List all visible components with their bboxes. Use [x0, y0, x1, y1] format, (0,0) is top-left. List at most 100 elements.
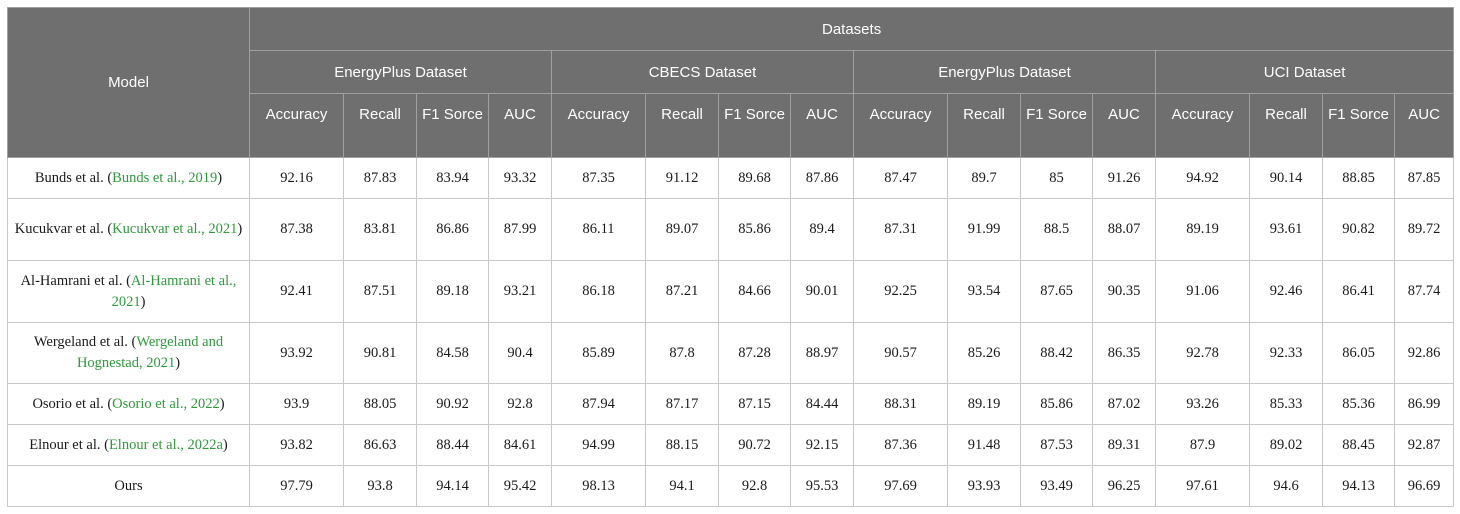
table-row: Elnour et al. (Elnour et al., 2022a) 93.8…: [7, 424, 1455, 466]
metric-value: 89.7: [947, 157, 1021, 199]
citation-link[interactable]: Bunds et al., 2019: [112, 169, 218, 186]
metric-value: 93.8: [343, 465, 417, 507]
metric-value: 92.46: [1249, 260, 1323, 323]
metric-value: 93.32: [488, 157, 552, 199]
metric-value: 87.99: [488, 198, 552, 261]
header-metric: AUC: [1092, 93, 1156, 158]
metric-value: 85.26: [947, 322, 1021, 384]
metric-value: 91.99: [947, 198, 1021, 261]
metric-value: 89.18: [416, 260, 489, 323]
header-metric: AUC: [790, 93, 854, 158]
metric-value: 86.05: [1322, 322, 1395, 384]
model-cell: Bunds et al. (Bunds et al., 2019): [7, 157, 250, 199]
metric-value: 88.85: [1322, 157, 1395, 199]
header-metric: F1 Sorce: [1020, 93, 1093, 158]
header-metric: Accuracy: [1155, 93, 1250, 158]
metric-value: 93.21: [488, 260, 552, 323]
metric-value: 92.87: [1393, 424, 1455, 466]
metric-value: 91.26: [1092, 157, 1156, 199]
metric-value: 96.69: [1393, 465, 1455, 507]
header-dataset-1: EnergyPlus Dataset: [249, 50, 552, 94]
metric-value: 92.33: [1249, 322, 1323, 384]
model-name: Ours: [114, 477, 143, 494]
metric-value: 91.06: [1155, 260, 1250, 323]
header-metric: F1 Sorce: [718, 93, 791, 158]
metric-value: 89.68: [718, 157, 791, 199]
header-metric: AUC: [488, 93, 552, 158]
metric-value: 95.42: [488, 465, 552, 507]
metric-value: 90.57: [853, 322, 948, 384]
metric-value: 93.82: [249, 424, 344, 466]
model-name: Kucukvar et al. (: [14, 221, 113, 237]
metric-value: 85.36: [1322, 383, 1395, 425]
header-dataset-4: UCI Dataset: [1154, 50, 1455, 94]
metric-value: 86.99: [1393, 383, 1455, 425]
metric-value: 88.44: [416, 424, 489, 466]
metric-value: 87.28: [718, 322, 791, 384]
model-name-tail: ): [222, 436, 228, 453]
metric-value: 87.51: [343, 260, 417, 323]
metric-value: 90.35: [1092, 260, 1156, 323]
metric-value: 97.69: [853, 465, 948, 507]
metric-value: 87.17: [645, 383, 719, 425]
metric-value: 95.53: [790, 465, 854, 507]
metric-value: 85.89: [551, 322, 646, 384]
citation-link[interactable]: Wergeland and Hognestad, 2021: [76, 334, 224, 371]
model-name-tail: ): [237, 221, 243, 237]
table-row: Ours 97.79 93.8 94.14 95.42 98.13 94.1 92.8 95.5…: [7, 465, 1455, 507]
header-metric: Recall: [1249, 93, 1323, 158]
header-metric: F1 Sorce: [1322, 93, 1395, 158]
citation-link[interactable]: Kucukvar et al., 2021: [112, 221, 238, 237]
metric-value: 89.02: [1249, 424, 1323, 466]
metric-value: 93.9: [249, 383, 344, 425]
metric-value: 85: [1020, 157, 1093, 199]
metric-value: 94.1: [645, 465, 719, 507]
model-cell: Kucukvar et al. (Kucukvar et al., 2021): [7, 198, 250, 261]
results-table: Model Datasets EnergyPlus Dataset CBECS …: [7, 7, 1455, 507]
metric-value: 93.49: [1020, 465, 1093, 507]
metric-value: 87.74: [1393, 260, 1455, 323]
metric-value: 87.47: [853, 157, 948, 199]
table-row: Bunds et al. (Bunds et al., 2019) 92.16 87…: [7, 157, 1455, 199]
metric-value: 87.21: [645, 260, 719, 323]
metric-value: 88.15: [645, 424, 719, 466]
model-name-tail: ): [140, 293, 146, 310]
metric-value: 87.9: [1155, 424, 1250, 466]
model-name-tail: ): [219, 395, 225, 412]
citation-link[interactable]: Al-Hamrani et al., 2021: [111, 272, 237, 310]
metric-value: 93.93: [947, 465, 1021, 507]
metric-value: 84.61: [488, 424, 552, 466]
model-cell: Osorio et al. (Osorio et al., 2022): [7, 383, 250, 425]
metric-value: 93.26: [1155, 383, 1250, 425]
metric-value: 90.92: [416, 383, 489, 425]
table-header: Model Datasets EnergyPlus Dataset CBECS …: [7, 7, 1455, 158]
citation-link[interactable]: Elnour et al., 2022a: [108, 436, 223, 453]
metric-value: 89.72: [1393, 198, 1455, 261]
metric-value: 92.16: [249, 157, 344, 199]
metric-value: 92.78: [1155, 322, 1250, 384]
metric-value: 92.41: [249, 260, 344, 323]
metric-value: 87.53: [1020, 424, 1093, 466]
metric-value: 94.92: [1155, 157, 1250, 199]
metric-value: 89.19: [947, 383, 1021, 425]
metric-value: 97.79: [249, 465, 344, 507]
metric-value: 84.58: [416, 322, 489, 384]
metric-value: 92.8: [488, 383, 552, 425]
metric-value: 84.44: [790, 383, 854, 425]
metric-value: 94.99: [551, 424, 646, 466]
metric-value: 91.48: [947, 424, 1021, 466]
header-model: Model: [7, 7, 250, 158]
header-dataset-3: EnergyPlus Dataset: [853, 50, 1156, 94]
metric-value: 92.15: [790, 424, 854, 466]
metric-value: 88.97: [790, 322, 854, 384]
metric-value: 87.83: [343, 157, 417, 199]
model-cell: Al-Hamrani et al. (Al-Hamrani et al., 20…: [7, 260, 250, 323]
metric-value: 89.4: [790, 198, 854, 261]
header-metric: F1 Sorce: [416, 93, 489, 158]
metric-value: 87.86: [790, 157, 854, 199]
metric-value: 96.25: [1092, 465, 1156, 507]
citation-link[interactable]: Osorio et al., 2022: [112, 395, 220, 412]
metric-value: 87.15: [718, 383, 791, 425]
metric-value: 93.54: [947, 260, 1021, 323]
metric-value: 88.05: [343, 383, 417, 425]
